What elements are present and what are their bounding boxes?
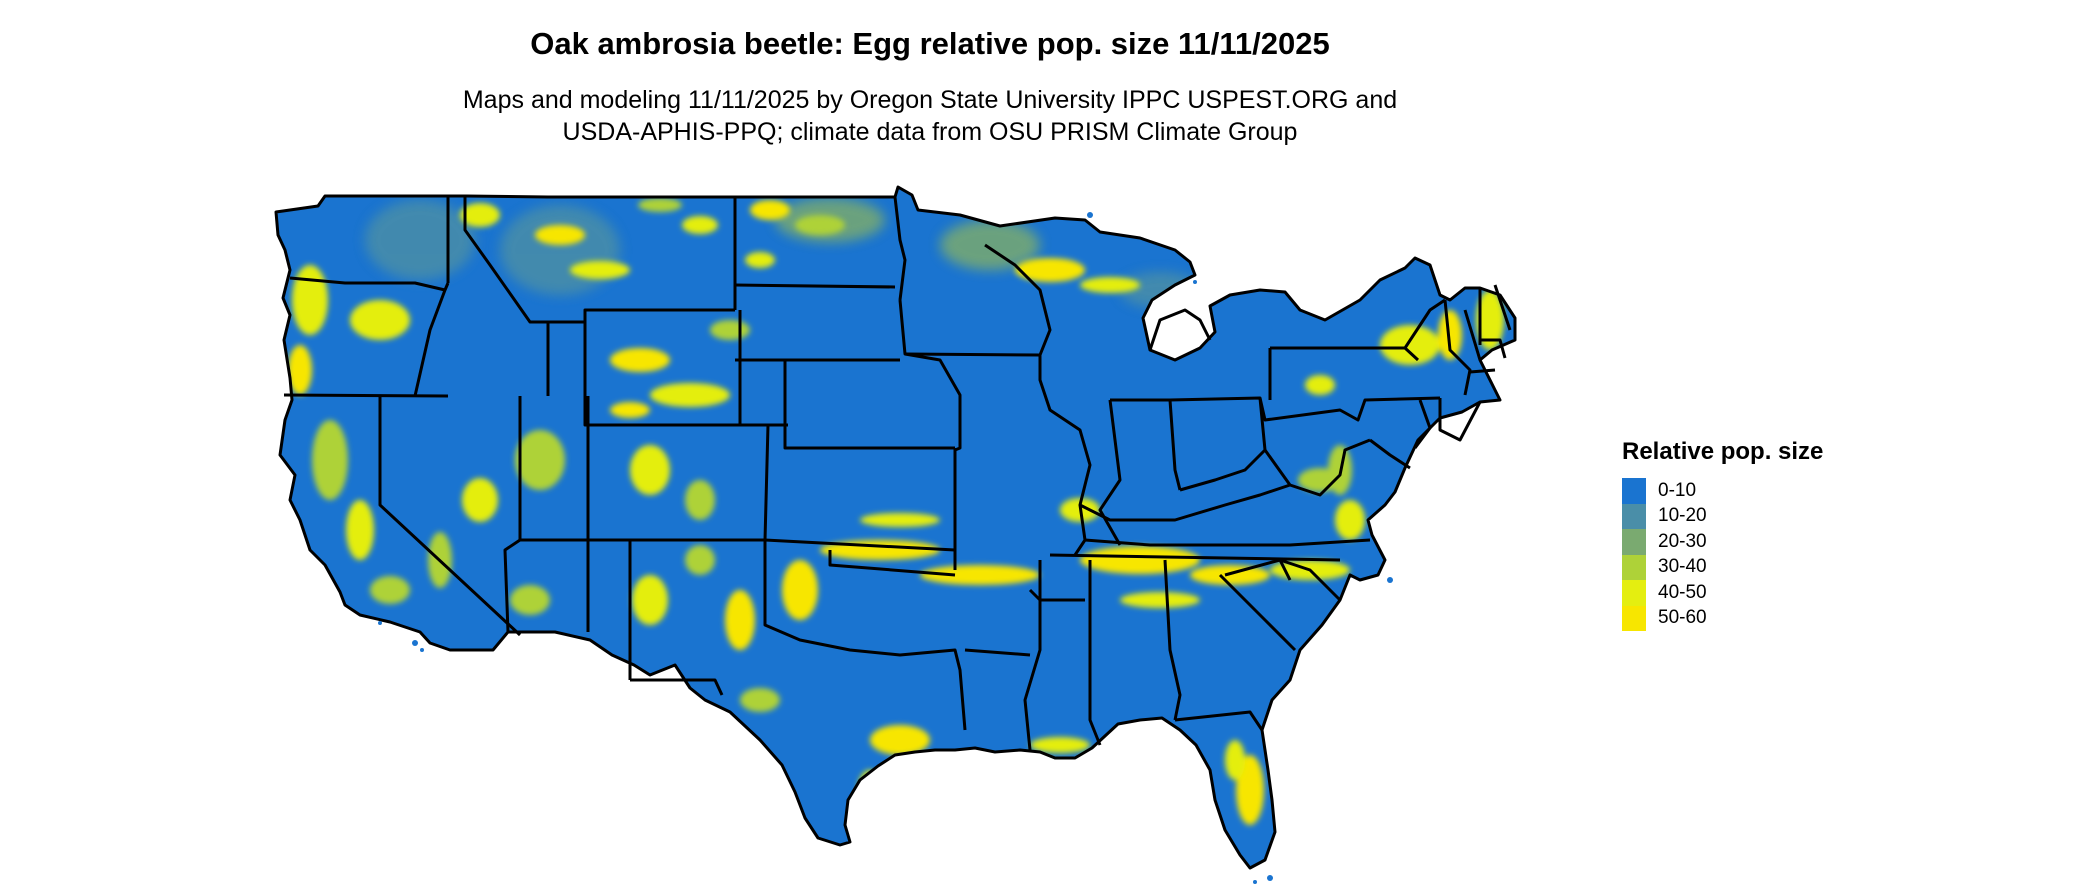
legend-items: 0-10 10-20 20-30 30-40 40-50 50-60 [1622,478,1823,631]
map-title: Oak ambrosia beetle: Egg relative pop. s… [530,26,1330,61]
legend-item: 50-60 [1622,605,1823,631]
legend-label: 0-10 [1658,479,1697,501]
legend-item: 10-20 [1622,503,1823,529]
legend-label: 20-30 [1658,530,1707,552]
population-hotspots [288,198,1515,825]
coastal-dots [378,212,1393,884]
legend-label: 30-40 [1658,556,1707,578]
legend-swatch [1622,478,1646,504]
legend-label: 10-20 [1658,505,1707,527]
legend-swatch [1622,580,1646,606]
legend-label: 40-50 [1658,581,1707,603]
legend-item: 20-30 [1622,529,1823,555]
legend-item: 30-40 [1622,554,1823,580]
legend-swatch [1622,554,1646,580]
legend-swatch [1622,605,1646,631]
us-outline [274,185,1517,870]
legend-swatch [1622,529,1646,555]
legend-item: 0-10 [1622,478,1823,504]
state-borders [274,185,1517,870]
subtitle-line-1: Maps and modeling 11/11/2025 by Oregon S… [462,86,1398,114]
legend: Relative pop. size 0-10 10-20 20-30 30-40 40… [1622,438,1823,631]
legend-title: Relative pop. size [1622,438,1824,465]
legend-item: 40-50 [1622,580,1823,606]
map-subtitle: Maps and modeling 11/11/2025 by Oregon S… [0,84,1860,148]
legend-swatch [1622,503,1646,529]
us-land-base [276,187,1515,868]
subtitle-line-2: USDA-APHIS-PPQ; climate data from OSU PR… [562,118,1298,146]
legend-label: 50-60 [1658,607,1707,629]
